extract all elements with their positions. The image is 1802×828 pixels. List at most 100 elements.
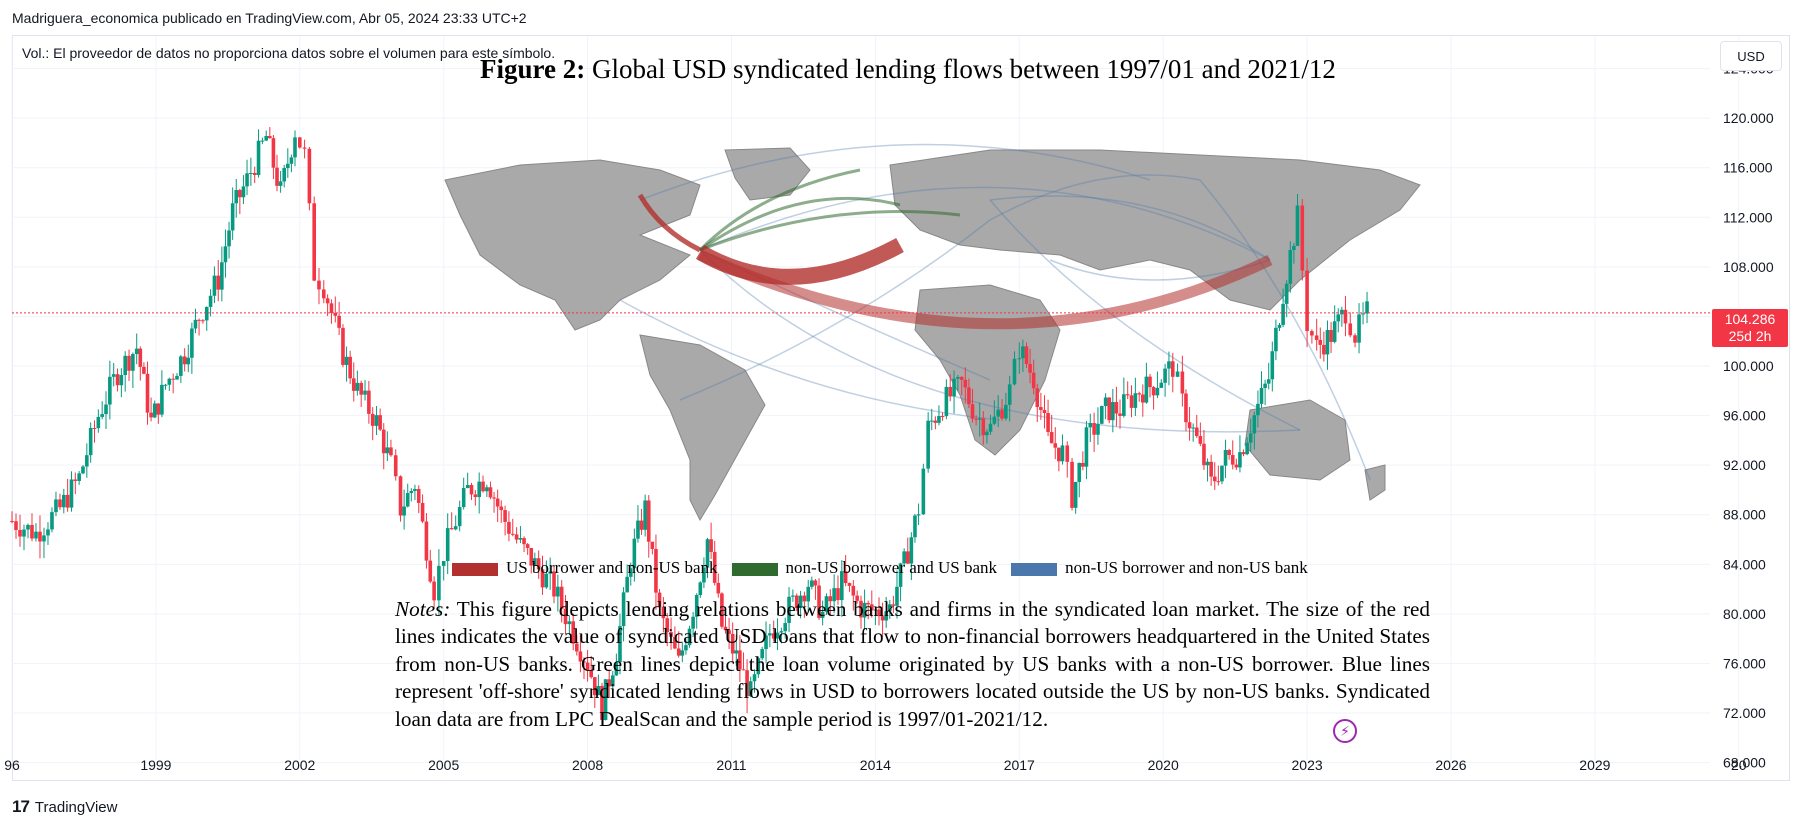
candle-body xyxy=(1081,462,1085,467)
candle-body xyxy=(14,521,18,530)
candle-body xyxy=(529,548,534,566)
candle-body xyxy=(278,181,283,186)
candle-body xyxy=(820,611,825,618)
notes-label: Notes: xyxy=(395,597,451,621)
candle-body xyxy=(1248,433,1253,443)
candle-body xyxy=(657,592,662,607)
candle-body xyxy=(929,420,934,422)
candle-body xyxy=(525,544,530,549)
candle-body xyxy=(869,604,874,611)
overlay-notes: Notes: This figure depicts lending relat… xyxy=(395,596,1430,733)
candle-body xyxy=(26,524,30,530)
candle-body xyxy=(544,573,549,588)
candle-body xyxy=(104,404,108,415)
candle-body xyxy=(1084,427,1089,467)
candle-body xyxy=(156,403,161,415)
candle-body xyxy=(293,137,297,158)
candle-body xyxy=(1035,388,1040,408)
candle-body xyxy=(921,468,926,515)
candle-body xyxy=(944,386,949,417)
candle-body xyxy=(536,558,541,570)
candle-body xyxy=(540,569,545,588)
red-flow-lines xyxy=(637,193,1273,330)
candle-body xyxy=(73,479,78,481)
candle-body xyxy=(510,533,515,535)
map-greenland xyxy=(724,147,811,201)
candle-body xyxy=(1053,443,1058,448)
candle-body xyxy=(381,429,386,454)
candle-body xyxy=(230,203,235,231)
candle-body xyxy=(684,645,688,651)
candle-body xyxy=(926,420,930,469)
candle-body xyxy=(996,409,1000,417)
last-price-countdown: 25d 2h xyxy=(1728,328,1772,344)
candle-body xyxy=(344,356,349,365)
candle-body xyxy=(1357,314,1361,343)
y-tick-label: 84.000 xyxy=(1723,556,1766,572)
candle-body xyxy=(596,685,601,696)
candle-body xyxy=(216,275,221,290)
candle-body xyxy=(632,538,637,569)
candle-body xyxy=(1017,358,1022,360)
candle-body xyxy=(1325,329,1330,355)
candle-body xyxy=(111,374,116,377)
candle-body xyxy=(88,427,93,456)
candle-body xyxy=(355,382,360,391)
candle-body xyxy=(34,531,38,539)
candle-body xyxy=(1057,447,1061,462)
candle-body xyxy=(1256,403,1260,416)
candle-body xyxy=(1039,407,1043,411)
green-flow-lines xyxy=(698,168,961,252)
candle-body xyxy=(256,140,261,175)
x-tick-label: 2002 xyxy=(284,757,315,773)
candle-body xyxy=(748,681,753,697)
candle-body xyxy=(1343,309,1348,324)
x-tick-label: 20 xyxy=(1731,757,1747,773)
candle-body xyxy=(1070,461,1074,508)
candle-body xyxy=(437,565,441,601)
candle-body xyxy=(182,356,187,365)
tradingview-logo[interactable]: 17 TradingView xyxy=(12,797,117,817)
candle-body xyxy=(264,135,269,141)
candle-body xyxy=(312,203,316,281)
candle-body xyxy=(193,319,198,329)
lightning-icon[interactable]: ⚡ xyxy=(1333,719,1357,743)
candle-body xyxy=(201,320,205,322)
candle-body xyxy=(160,384,164,415)
volume-note: Vol.: El proveedor de datos no proporcio… xyxy=(22,45,556,61)
currency-button[interactable]: USD xyxy=(1720,41,1782,71)
candle-body xyxy=(676,648,681,656)
candle-body xyxy=(618,626,622,663)
candle-body xyxy=(802,595,807,602)
candle-body xyxy=(806,586,811,602)
candle-body xyxy=(405,493,410,507)
candle-body xyxy=(398,476,403,516)
candle-body xyxy=(329,303,334,313)
candle-body xyxy=(469,485,474,495)
candle-body xyxy=(18,529,22,537)
candle-body xyxy=(227,230,231,247)
candle-body xyxy=(123,355,127,376)
candle-body xyxy=(363,390,367,395)
candle-body xyxy=(428,560,433,582)
y-tick-label: 72.000 xyxy=(1723,705,1766,721)
candle-body xyxy=(992,416,997,424)
x-tick-label: 2014 xyxy=(860,757,891,773)
candle-body xyxy=(370,413,375,426)
candle-body xyxy=(1191,427,1195,429)
candle-body xyxy=(1077,462,1082,482)
candle-body xyxy=(485,487,489,492)
candle-body xyxy=(810,580,814,587)
candle-body xyxy=(981,418,986,436)
candle-body xyxy=(465,485,470,489)
candle-body xyxy=(488,487,493,498)
candle-body xyxy=(548,571,552,574)
candle-body xyxy=(847,583,852,586)
candle-body xyxy=(832,588,836,602)
candle-body xyxy=(1336,314,1341,322)
candle-body xyxy=(149,412,153,418)
y-tick-label: 80.000 xyxy=(1723,606,1766,622)
candle-body xyxy=(1322,344,1326,355)
candle-body xyxy=(1184,393,1188,423)
